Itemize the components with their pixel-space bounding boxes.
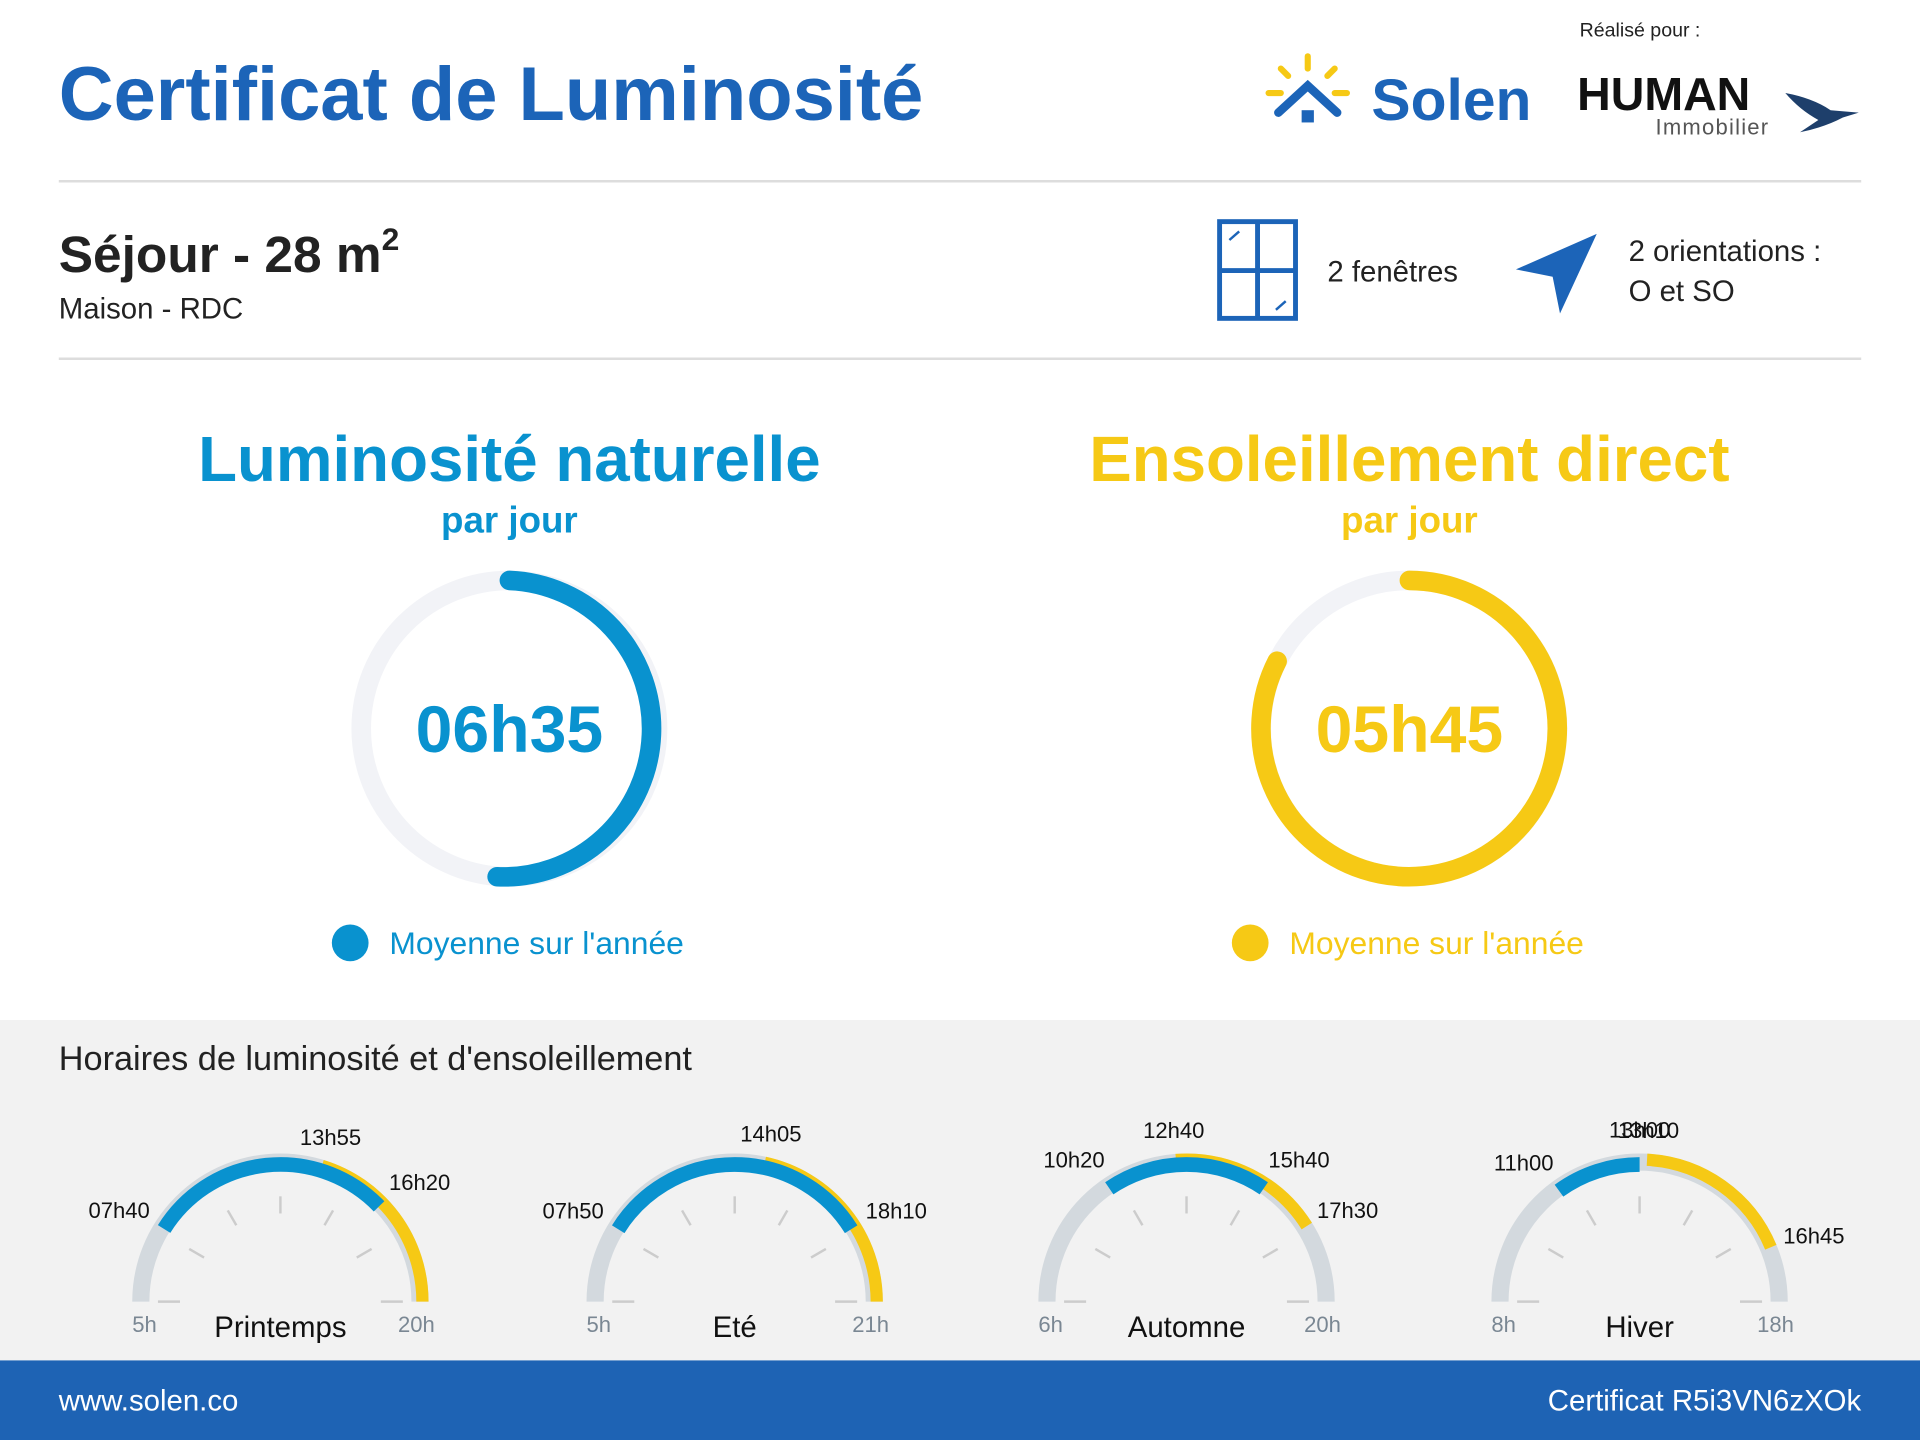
gauges: 07h40 13h55 16h20 5h 20h Printemps 07h50 14h05 1… bbox=[88, 1118, 1844, 1345]
gauge-time: 16h45 bbox=[1783, 1223, 1844, 1248]
gauge-time: 07h50 bbox=[543, 1198, 604, 1223]
lum-sub: par jour bbox=[441, 500, 578, 541]
gauge-time: 13h10 bbox=[1618, 1118, 1679, 1143]
footer-certificate: Certificat R5i3VN6zXOk bbox=[1548, 1385, 1862, 1418]
bird-icon bbox=[1785, 93, 1859, 133]
gauge-tick bbox=[1229, 1209, 1241, 1226]
gauge-time: 14h05 bbox=[740, 1121, 801, 1146]
gauge-time: 16h20 bbox=[389, 1170, 450, 1195]
room-subtitle: Maison - RDC bbox=[59, 292, 243, 325]
lum-legend-dot bbox=[331, 924, 369, 962]
windows: 2 fenêtres bbox=[1327, 256, 1458, 289]
sun-sub: par jour bbox=[1341, 500, 1478, 541]
gauge-tick bbox=[1682, 1209, 1694, 1226]
made-for: Réalisé pour : bbox=[1580, 20, 1701, 42]
gauge-tick bbox=[1262, 1247, 1279, 1259]
light-arc bbox=[157, 1157, 385, 1233]
gauge-time: 12h40 bbox=[1143, 1118, 1204, 1143]
client-sub: Immobilier bbox=[1656, 115, 1770, 140]
gauge-tick bbox=[1585, 1209, 1597, 1226]
room-title-sup: 2 bbox=[382, 221, 400, 257]
sun-arc bbox=[1646, 1153, 1777, 1250]
gauge-tick bbox=[188, 1247, 205, 1259]
orientations-line2: O et SO bbox=[1629, 275, 1735, 308]
gauge-tick bbox=[1094, 1247, 1111, 1259]
lum-title: Luminosité naturelle bbox=[198, 424, 821, 495]
gauge-name: Automne bbox=[1128, 1311, 1246, 1344]
client: HUMAN bbox=[1577, 68, 1750, 120]
gauge-tick bbox=[226, 1209, 238, 1226]
gauge-name: Hiver bbox=[1605, 1311, 1674, 1344]
sun-value: 05h45 bbox=[1316, 693, 1503, 767]
gauge-time: 18h10 bbox=[866, 1198, 927, 1223]
light-arc bbox=[1554, 1157, 1640, 1197]
gauge-tick bbox=[356, 1247, 373, 1259]
gauge-tick bbox=[810, 1247, 827, 1259]
brand: Solen bbox=[1371, 68, 1531, 133]
sun-legend: Moyenne sur l'année bbox=[1289, 925, 1584, 961]
lum-legend: Moyenne sur l'année bbox=[389, 925, 683, 961]
gauge-name: Eté bbox=[713, 1311, 757, 1344]
light-arc bbox=[1105, 1157, 1268, 1195]
gauge-time: 13h00 bbox=[1609, 1118, 1670, 1143]
orientation-icon bbox=[1515, 233, 1597, 314]
gauge-time: 15h40 bbox=[1268, 1147, 1329, 1172]
orientations-line1: 2 orientations : bbox=[1629, 235, 1822, 268]
gauge-max: 20h bbox=[1304, 1312, 1341, 1337]
sun-legend-dot bbox=[1231, 924, 1269, 962]
title: Certificat de Luminosité bbox=[59, 52, 924, 137]
gauge-tick bbox=[777, 1209, 789, 1226]
gauge-min: 5h bbox=[132, 1312, 157, 1337]
gauge-tick bbox=[1547, 1247, 1564, 1259]
lum-ring bbox=[487, 570, 662, 887]
gauge-time: 07h40 bbox=[88, 1198, 149, 1223]
light-arc bbox=[611, 1157, 858, 1234]
gauge-min: 6h bbox=[1038, 1312, 1063, 1337]
gauge-tick bbox=[323, 1209, 335, 1226]
gauge-tick bbox=[680, 1209, 692, 1226]
schedule-title: Horaires de luminosité et d'ensoleilleme… bbox=[59, 1040, 693, 1078]
schedule-panel bbox=[0, 1020, 1920, 1361]
sun-ring bbox=[1251, 570, 1568, 887]
gauge-tick bbox=[1132, 1209, 1144, 1226]
gauge-tick bbox=[1715, 1247, 1732, 1259]
gauge-tick bbox=[642, 1247, 659, 1259]
gauge-max: 20h bbox=[398, 1312, 435, 1337]
gauge-time: 13h55 bbox=[300, 1125, 361, 1150]
gauge-max: 18h bbox=[1757, 1312, 1794, 1337]
gauge-max: 21h bbox=[852, 1312, 889, 1337]
gauge-time: 10h20 bbox=[1043, 1147, 1104, 1172]
room-title-main: Séjour - 28 m bbox=[59, 225, 382, 283]
solen-logo bbox=[1265, 53, 1350, 123]
room-title: Séjour - 28 m2 bbox=[59, 221, 400, 283]
gauge-name: Printemps bbox=[214, 1311, 346, 1344]
lum-value: 06h35 bbox=[416, 693, 603, 767]
gauge-min: 8h bbox=[1491, 1312, 1516, 1337]
gauge-time: 11h00 bbox=[1494, 1150, 1554, 1175]
window-icon bbox=[1217, 219, 1298, 321]
gauge-time: 17h30 bbox=[1317, 1198, 1378, 1223]
gauge-min: 5h bbox=[587, 1312, 612, 1337]
sun-title: Ensoleillement direct bbox=[1089, 424, 1729, 495]
footer-url: www.solen.co bbox=[58, 1385, 239, 1418]
footer bbox=[0, 1360, 1920, 1440]
